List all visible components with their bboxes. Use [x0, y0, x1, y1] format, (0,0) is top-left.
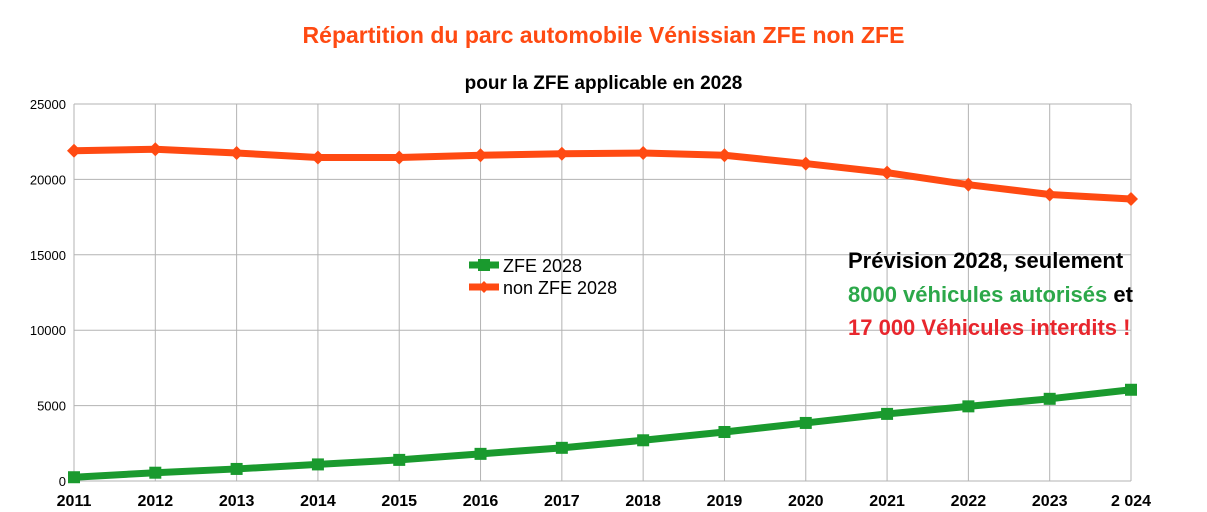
data-point — [881, 407, 894, 420]
data-point — [718, 425, 731, 438]
data-point — [962, 400, 975, 413]
annotation-line-1: Prévision 2028, seulement — [848, 248, 1124, 273]
x-tick-label: 2022 — [951, 493, 987, 510]
legend-marker — [478, 259, 490, 271]
data-point — [393, 453, 406, 466]
data-point — [554, 146, 569, 161]
data-point — [474, 447, 487, 460]
x-tick-label: 2017 — [544, 493, 580, 510]
x-tick-label: 2013 — [219, 493, 255, 510]
x-tick-label: 2023 — [1032, 493, 1068, 510]
x-tick-label: 2019 — [707, 493, 743, 510]
annotation-allowed-text: 8000 véhicules autorisés — [848, 282, 1108, 307]
y-tick-label: 15000 — [30, 248, 66, 263]
grid — [73, 103, 1132, 482]
series-line-zfe-2028 — [70, 386, 1135, 481]
chart-subtitle: pour la ZFE applicable en 2028 — [464, 73, 743, 94]
data-point — [717, 148, 732, 163]
x-tick-label: 2012 — [138, 493, 174, 510]
data-point — [880, 165, 895, 180]
data-point — [473, 148, 488, 163]
data-point — [961, 177, 976, 192]
annotation-line-2: 8000 véhicules autorisés et — [848, 282, 1133, 308]
x-tick-label: 2 024 — [1111, 493, 1151, 510]
x-tick-label: 2018 — [625, 493, 661, 510]
data-point — [799, 416, 812, 429]
x-tick-label: 2011 — [57, 493, 92, 510]
data-point — [149, 466, 162, 479]
series-lines — [67, 142, 1138, 484]
x-tick-label: 2021 — [869, 493, 905, 510]
y-tick-label: 5000 — [37, 399, 66, 414]
data-point — [1124, 192, 1138, 207]
legend-marker — [478, 281, 490, 293]
data-point — [68, 471, 80, 484]
data-point — [310, 150, 325, 165]
data-point — [230, 462, 243, 475]
data-point — [1042, 187, 1057, 202]
data-point — [311, 458, 324, 471]
data-point — [67, 143, 81, 158]
axis-ticks: 0 5000 10000 15000 20000 25000 2011 2012 2013 201… — [30, 97, 1151, 510]
data-point — [1125, 383, 1137, 396]
data-point — [798, 156, 813, 171]
data-point — [555, 441, 568, 454]
chart-title: Répartition du parc automobile Vénissian… — [302, 22, 905, 48]
data-point — [148, 142, 163, 157]
legend-label: non ZFE 2028 — [503, 278, 617, 298]
x-tick-label: 2020 — [788, 493, 824, 510]
y-tick-label: 10000 — [30, 323, 66, 338]
data-point — [392, 150, 407, 165]
data-point — [636, 146, 651, 161]
y-tick-label: 0 — [59, 474, 66, 489]
annotation-line-3: 17 000 Véhicules interdits ! — [848, 315, 1131, 340]
x-tick-label: 2014 — [300, 493, 336, 510]
y-tick-label: 20000 — [30, 172, 66, 187]
series-line-non-zfe-2028 — [70, 145, 1135, 203]
annotation-et-text: et — [1107, 282, 1133, 307]
y-tick-label: 25000 — [30, 97, 66, 112]
legend-label: ZFE 2028 — [503, 256, 582, 276]
x-tick-label: 2016 — [463, 493, 499, 510]
x-tick-label: 2015 — [381, 493, 417, 510]
data-point — [1043, 392, 1056, 405]
data-point — [637, 434, 650, 447]
data-point — [229, 146, 244, 161]
